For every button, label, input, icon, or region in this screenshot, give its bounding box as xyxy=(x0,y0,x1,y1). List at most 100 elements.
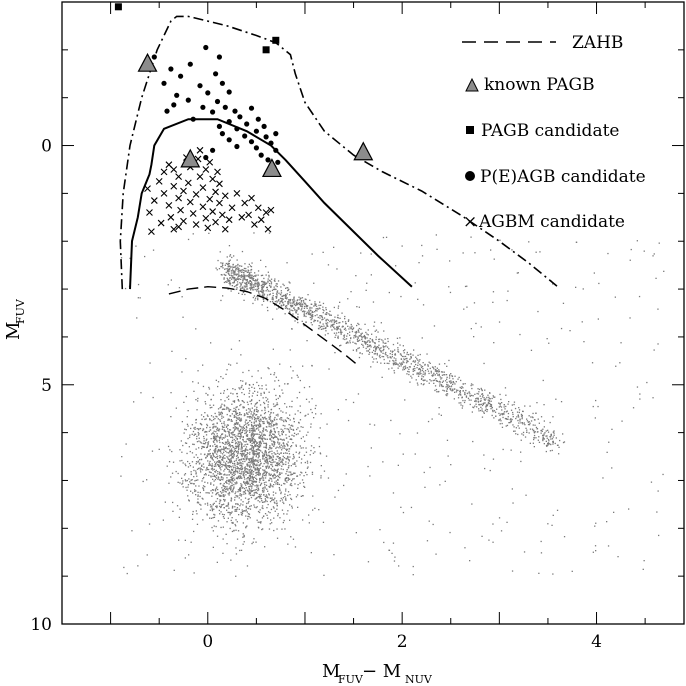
background-point xyxy=(224,405,226,407)
background-point xyxy=(478,408,480,410)
background-point xyxy=(245,505,247,507)
background-point xyxy=(123,566,125,569)
background-point xyxy=(286,287,288,289)
background-point xyxy=(252,441,255,444)
background-point xyxy=(273,452,275,454)
peagb-candidate-marker xyxy=(151,54,157,60)
background-point xyxy=(203,489,205,491)
background-point xyxy=(382,356,385,358)
background-point xyxy=(272,288,275,291)
background-point xyxy=(271,447,273,449)
background-point xyxy=(120,475,122,477)
agbm-candidate-marker xyxy=(218,211,226,219)
background-point xyxy=(662,473,664,476)
background-point xyxy=(506,299,508,302)
background-point xyxy=(279,395,281,397)
background-point xyxy=(217,492,219,494)
background-point xyxy=(178,516,180,518)
background-point xyxy=(208,386,210,389)
background-point xyxy=(305,321,307,323)
background-point xyxy=(268,474,270,476)
background-point xyxy=(264,450,266,452)
background-point xyxy=(277,470,279,472)
background-point xyxy=(257,286,259,288)
background-point xyxy=(232,272,234,274)
background-point xyxy=(249,384,251,386)
background-point xyxy=(531,428,534,430)
background-point xyxy=(230,451,232,453)
background-point xyxy=(264,461,267,463)
background-point xyxy=(228,451,231,453)
agbm-candidate-marker xyxy=(150,197,158,204)
background-point xyxy=(274,477,276,479)
background-point xyxy=(263,402,266,405)
background-point xyxy=(248,492,251,494)
background-point xyxy=(333,306,335,309)
background-point xyxy=(310,318,312,321)
background-point xyxy=(303,312,305,314)
background-point xyxy=(257,274,259,276)
background-point xyxy=(283,420,285,423)
background-point xyxy=(265,499,267,501)
background-point xyxy=(432,375,434,377)
background-point xyxy=(231,485,233,487)
background-point xyxy=(247,480,249,483)
known-pagb-marker xyxy=(137,52,158,72)
background-point xyxy=(377,347,380,349)
background-point xyxy=(179,508,181,510)
background-point xyxy=(245,510,247,512)
background-point xyxy=(256,288,258,290)
background-point xyxy=(336,268,338,270)
background-point xyxy=(349,340,351,342)
background-point xyxy=(297,299,299,301)
background-point xyxy=(370,366,372,368)
background-point xyxy=(266,421,269,424)
background-point xyxy=(261,500,263,502)
background-point xyxy=(265,396,267,399)
background-point xyxy=(264,546,266,548)
background-point xyxy=(487,399,489,401)
background-point xyxy=(275,458,277,460)
background-point xyxy=(200,414,203,416)
background-point xyxy=(263,515,265,517)
background-point xyxy=(242,427,245,429)
background-point xyxy=(457,389,459,392)
background-point xyxy=(230,277,232,279)
background-point xyxy=(317,316,319,319)
background-point xyxy=(529,422,531,424)
background-point xyxy=(302,426,304,428)
background-point xyxy=(220,274,222,276)
background-point xyxy=(220,511,222,513)
background-point xyxy=(225,481,227,483)
background-point xyxy=(235,265,237,267)
background-point xyxy=(344,318,346,320)
background-point xyxy=(255,456,257,458)
background-point xyxy=(519,420,521,422)
legend-triangle-icon xyxy=(465,77,479,92)
background-point xyxy=(241,471,243,473)
background-point xyxy=(350,327,353,329)
background-point xyxy=(168,482,170,484)
background-point xyxy=(389,353,391,355)
background-point xyxy=(240,380,242,382)
background-point xyxy=(241,287,243,290)
background-point xyxy=(243,287,245,289)
background-point xyxy=(244,414,246,416)
background-point xyxy=(348,328,350,330)
background-point xyxy=(234,388,236,391)
background-point xyxy=(250,283,252,286)
background-point xyxy=(288,435,290,438)
background-point xyxy=(201,465,203,467)
background-point xyxy=(285,448,287,450)
background-point xyxy=(272,437,275,439)
background-point xyxy=(273,507,275,509)
background-point xyxy=(243,267,246,270)
background-point xyxy=(259,459,261,461)
background-point xyxy=(276,283,278,285)
background-point xyxy=(170,392,172,394)
background-point xyxy=(417,298,419,300)
background-point xyxy=(186,423,189,425)
background-point xyxy=(438,363,441,365)
background-point xyxy=(233,453,235,456)
background-point xyxy=(267,271,269,273)
